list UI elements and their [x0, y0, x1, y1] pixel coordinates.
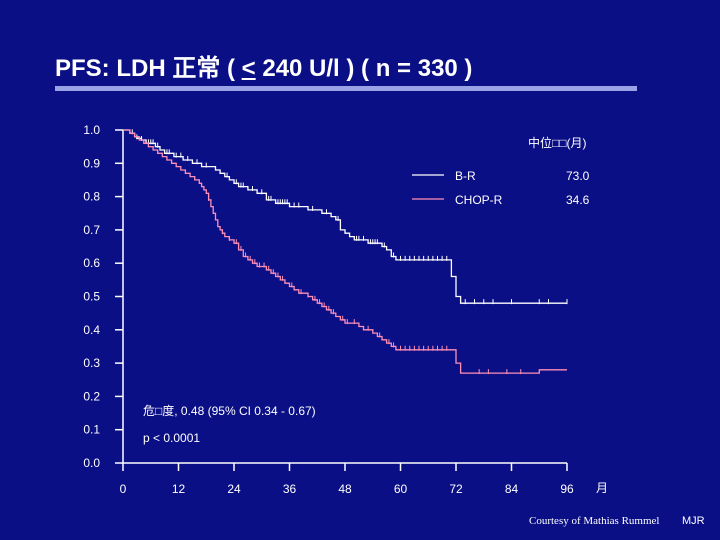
legend-name-chop-r: CHOP-R: [455, 193, 503, 207]
title-less-equal-sign: <: [241, 55, 256, 82]
x-tick-label: 60: [394, 482, 408, 496]
y-tick-label: 0.2: [83, 389, 100, 403]
x-tick-label: 24: [227, 482, 241, 496]
x-tick-label: 96: [560, 482, 574, 496]
x-tick-label: 12: [172, 482, 186, 496]
y-tick-label: 0.5: [83, 290, 100, 304]
page-title: PFS: LDH 正常 ( < 240 U/l ) ( n = 330 ): [55, 48, 472, 83]
y-tick-label: 0.6: [83, 256, 100, 270]
credit-text: Courtesy of Mathias Rummel: [529, 515, 660, 527]
title-prefix: PFS: LDH 正常 (: [55, 55, 242, 82]
legend-value-chop-r: 34.6: [566, 193, 590, 207]
series-line-b-r: [123, 129, 567, 304]
y-tick-label: 0.7: [83, 223, 100, 237]
hazard-ratio-annotation: 危□度, 0.48 (95% CI 0.34 - 0.67): [143, 403, 316, 418]
x-tick-label: 48: [338, 482, 352, 496]
series-line-chop-r: [123, 129, 567, 374]
x-tick-label: 84: [505, 482, 519, 496]
x-tick-label: 36: [283, 482, 297, 496]
y-tick-label: 0.0: [83, 456, 100, 470]
y-tick-label: 0.8: [83, 190, 100, 204]
chart-legend: 中位□□(月) B-R 73.0 CHOP-R 34.6: [412, 135, 590, 207]
x-axis-unit-label: 月: [596, 481, 608, 495]
y-tick-label: 0.9: [83, 156, 100, 170]
y-tick-label: 0.4: [83, 323, 100, 337]
y-tick-label: 0.3: [83, 356, 100, 370]
y-tick-label: 0.1: [83, 423, 100, 437]
legend-name-b-r: B-R: [455, 169, 476, 183]
legend-value-b-r: 73.0: [566, 169, 590, 183]
y-tick-label: 1.0: [83, 123, 100, 137]
p-value-annotation: p < 0.0001: [143, 431, 200, 445]
author-initials: MJR: [682, 515, 705, 527]
legend-header: 中位□□(月): [528, 135, 587, 150]
title-underline-rule: [55, 86, 637, 91]
chart-series-layer: [123, 129, 568, 375]
chart-axes: 1.0 0.9 0.8 0.7 0.6 0.5 0.4 0.3 0.2 0.1 0.0 0 12 24 36…: [83, 123, 574, 496]
x-tick-label: 0: [120, 482, 127, 496]
title-suffix: 240 U/l ) ( n = 330 ): [255, 55, 473, 82]
x-tick-label: 72: [449, 482, 463, 496]
